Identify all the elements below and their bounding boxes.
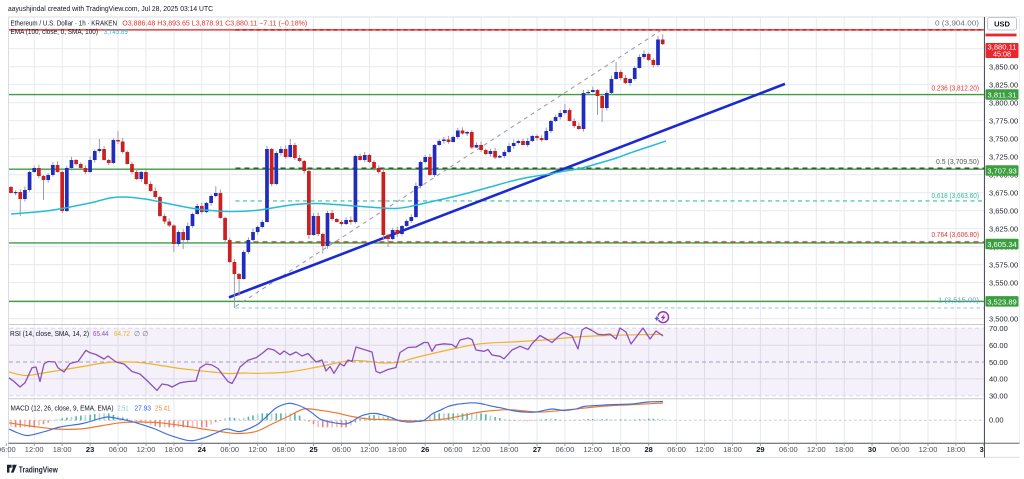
svg-text:25.41: 25.41 xyxy=(155,404,171,413)
svg-text:EMA (100, close, 0, SMA, 100): EMA (100, close, 0, SMA, 100) xyxy=(11,27,99,36)
svg-text:12:00: 12:00 xyxy=(695,445,714,454)
svg-text:3,750.00: 3,750.00 xyxy=(989,135,1018,144)
svg-text:12:00: 12:00 xyxy=(807,445,826,454)
svg-text:O3,886.48 H3,893.65 L3,878.91: O3,886.48 H3,893.65 L3,878.91 C3,880.11 … xyxy=(122,19,307,28)
svg-text:27: 27 xyxy=(533,445,541,454)
svg-text:0.618 (3,663.60): 0.618 (3,663.60) xyxy=(932,193,980,200)
svg-text:TradingView: TradingView xyxy=(19,465,58,475)
svg-text:aayushjindal created with Trad: aayushjindal created with TradingView.co… xyxy=(8,6,213,13)
svg-text:Ethereum / U.S. Dollar · 1h ·: Ethereum / U.S. Dollar · 1h · KRAKEN xyxy=(11,19,118,28)
svg-text:3,707.93: 3,707.93 xyxy=(987,166,1017,175)
svg-text:3,550.00: 3,550.00 xyxy=(989,278,1018,287)
svg-text:RSI (14, close, SMA, 14, 2): RSI (14, close, SMA, 14, 2) xyxy=(10,329,89,338)
svg-text:12:00: 12:00 xyxy=(360,445,379,454)
svg-text:3,575.00: 3,575.00 xyxy=(989,260,1018,269)
svg-text:3,725.00: 3,725.00 xyxy=(989,153,1018,162)
svg-text:06:00: 06:00 xyxy=(0,445,16,454)
svg-text:60.00: 60.00 xyxy=(989,341,1008,350)
svg-text:12:00: 12:00 xyxy=(248,445,267,454)
svg-text:0.764 (3,606.80): 0.764 (3,606.80) xyxy=(932,232,980,239)
svg-text:18:00: 18:00 xyxy=(835,445,854,454)
svg-text:3,500.00: 3,500.00 xyxy=(989,314,1018,323)
svg-text:3,523.89: 3,523.89 xyxy=(987,297,1017,306)
svg-text:70.00: 70.00 xyxy=(989,324,1008,333)
svg-text:27.93: 27.93 xyxy=(135,404,152,413)
svg-text:3,605.34: 3,605.34 xyxy=(987,240,1017,249)
svg-text:3,775.00: 3,775.00 xyxy=(989,117,1018,126)
svg-text:23: 23 xyxy=(86,445,94,454)
svg-text:3,811.31: 3,811.31 xyxy=(988,91,1017,100)
svg-text:18:00: 18:00 xyxy=(500,445,519,454)
svg-text:65.44: 65.44 xyxy=(93,329,109,338)
svg-text:12:00: 12:00 xyxy=(137,445,156,454)
svg-text:06:00: 06:00 xyxy=(556,445,575,454)
svg-text:50.00: 50.00 xyxy=(989,358,1008,367)
svg-text:3,880.11: 3,880.11 xyxy=(988,43,1017,52)
svg-text:0.5 (3,709.50): 0.5 (3,709.50) xyxy=(936,159,979,166)
svg-text:3,745.89: 3,745.89 xyxy=(104,27,128,36)
svg-text:30.00: 30.00 xyxy=(989,392,1008,401)
svg-text:18:00: 18:00 xyxy=(165,445,184,454)
svg-text:∅ ∅: ∅ ∅ xyxy=(134,329,149,338)
svg-text:0 (3,904.00): 0 (3,904.00) xyxy=(935,21,979,28)
svg-text:30: 30 xyxy=(868,445,876,454)
svg-text:18:00: 18:00 xyxy=(723,445,742,454)
svg-text:12:00: 12:00 xyxy=(472,445,491,454)
svg-text:28: 28 xyxy=(645,445,653,454)
svg-text:USD: USD xyxy=(994,20,1010,29)
svg-text:06:00: 06:00 xyxy=(444,445,463,454)
svg-text:06:00: 06:00 xyxy=(779,445,798,454)
svg-text:06:00: 06:00 xyxy=(109,445,128,454)
svg-text:0.00: 0.00 xyxy=(989,415,1004,424)
svg-text:3,800.00: 3,800.00 xyxy=(989,99,1018,108)
svg-text:40.00: 40.00 xyxy=(989,375,1008,384)
svg-text:24: 24 xyxy=(198,445,207,454)
svg-text:3,625.00: 3,625.00 xyxy=(989,225,1018,234)
svg-text:0.236 (3,812.20): 0.236 (3,812.20) xyxy=(932,85,980,92)
svg-text:26: 26 xyxy=(421,445,429,454)
svg-text:12:00: 12:00 xyxy=(919,445,938,454)
svg-text:18:00: 18:00 xyxy=(947,445,966,454)
svg-text:29: 29 xyxy=(756,445,764,454)
svg-text:MACD (12, 26, close, 9, EMA, E: MACD (12, 26, close, 9, EMA, EMA) xyxy=(11,404,114,413)
svg-text:45:08: 45:08 xyxy=(993,50,1011,59)
svg-text:12:00: 12:00 xyxy=(25,445,44,454)
svg-text:06:00: 06:00 xyxy=(667,445,686,454)
svg-text:06:00: 06:00 xyxy=(891,445,910,454)
svg-text:3,650.00: 3,650.00 xyxy=(989,207,1018,216)
svg-text:2.51: 2.51 xyxy=(118,404,129,413)
svg-text:25: 25 xyxy=(309,445,317,454)
svg-text:64.72: 64.72 xyxy=(114,329,130,338)
svg-text:12:00: 12:00 xyxy=(583,445,602,454)
svg-text:18:00: 18:00 xyxy=(276,445,295,454)
svg-text:3,825.00: 3,825.00 xyxy=(989,81,1018,90)
svg-text:3,850.00: 3,850.00 xyxy=(989,63,1018,72)
svg-text:06:00: 06:00 xyxy=(332,445,351,454)
svg-text:31: 31 xyxy=(980,445,988,454)
svg-text:1 (3,515.00): 1 (3,515.00) xyxy=(938,298,979,305)
svg-text:18:00: 18:00 xyxy=(388,445,407,454)
svg-text:3,675.00: 3,675.00 xyxy=(989,189,1018,198)
svg-text:18:00: 18:00 xyxy=(53,445,72,454)
svg-text:18:00: 18:00 xyxy=(611,445,630,454)
svg-text:06:00: 06:00 xyxy=(220,445,239,454)
